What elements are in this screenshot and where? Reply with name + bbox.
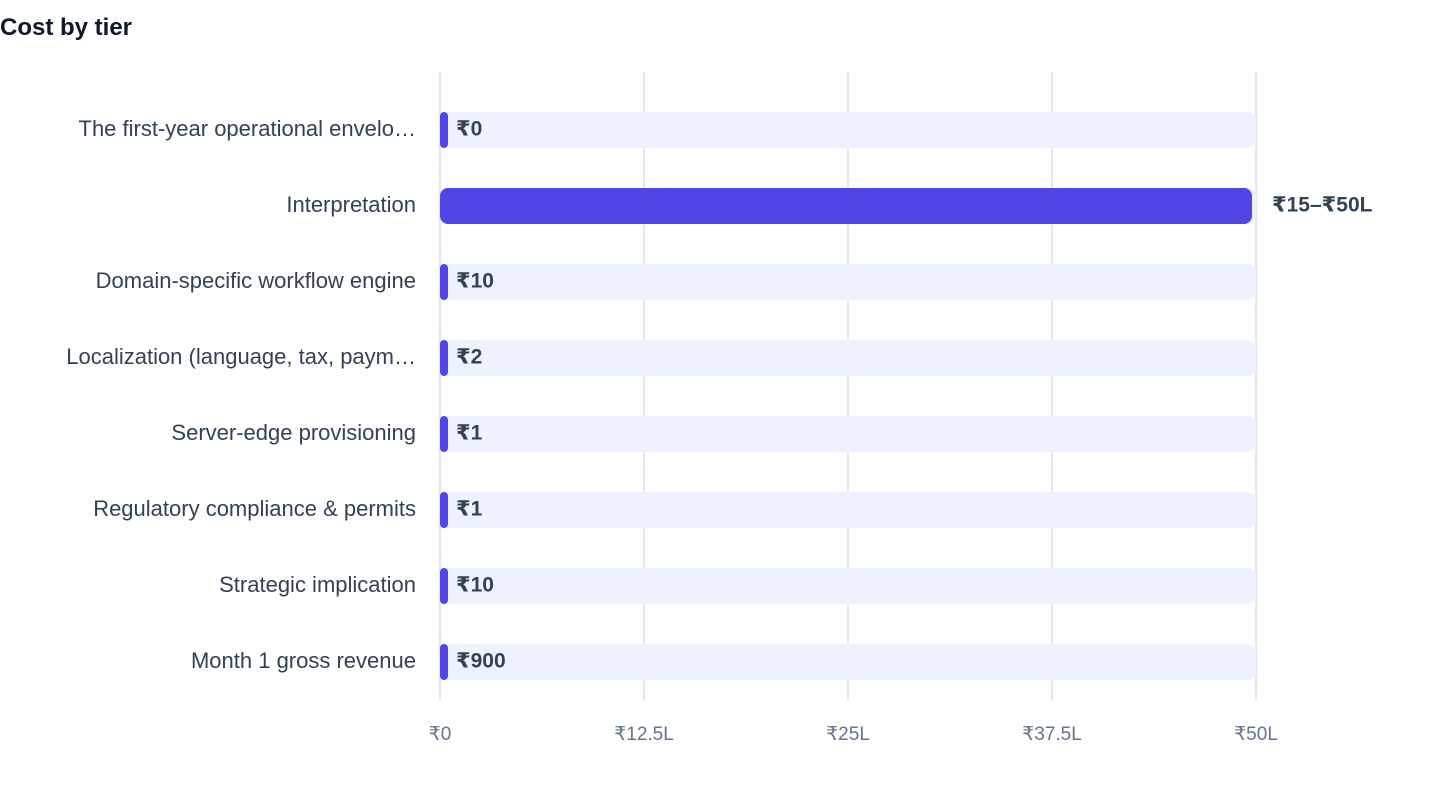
data-label: ₹15–₹50L bbox=[1272, 194, 1373, 217]
x-tick-label: ₹37.5L bbox=[1022, 724, 1082, 745]
category-label: Interpretation bbox=[286, 192, 416, 217]
x-tick-label: ₹25L bbox=[826, 724, 870, 745]
bar[interactable] bbox=[440, 416, 448, 452]
data-label: ₹10 bbox=[456, 270, 494, 293]
bar-track bbox=[440, 568, 1256, 604]
bar-layer bbox=[440, 112, 1252, 680]
category-label: Strategic implication bbox=[219, 572, 416, 597]
bar-track bbox=[440, 112, 1256, 148]
label-layer: The first-year operational envelo… ₹0 Inte… bbox=[66, 116, 1372, 673]
data-label: ₹1 bbox=[456, 422, 483, 445]
category-label: Localization (language, tax, paym… bbox=[66, 344, 416, 369]
data-label: ₹10 bbox=[456, 574, 494, 597]
data-label: ₹2 bbox=[456, 346, 482, 369]
bar[interactable] bbox=[440, 188, 1252, 224]
bar-track bbox=[440, 644, 1256, 680]
bar[interactable] bbox=[440, 340, 448, 376]
x-tick-label: ₹12.5L bbox=[614, 724, 674, 745]
bar[interactable] bbox=[440, 112, 448, 148]
tick-layer: ₹0 ₹12.5L ₹25L ₹37.5L ₹50L bbox=[429, 724, 1278, 745]
category-label: Regulatory compliance & permits bbox=[93, 496, 416, 521]
chart-title: Cost by tier bbox=[0, 14, 133, 41]
category-label: The first-year operational envelo… bbox=[79, 116, 417, 141]
bar[interactable] bbox=[440, 568, 448, 604]
bar-track bbox=[440, 340, 1256, 376]
bar-track bbox=[440, 416, 1256, 452]
category-label: Server-edge provisioning bbox=[171, 420, 416, 445]
bar[interactable] bbox=[440, 644, 448, 680]
grid-layer bbox=[439, 72, 1257, 700]
bar[interactable] bbox=[440, 492, 448, 528]
data-label: ₹900 bbox=[456, 650, 506, 673]
x-tick-label: ₹0 bbox=[429, 724, 452, 745]
category-label: Month 1 gross revenue bbox=[191, 648, 416, 673]
data-label: ₹0 bbox=[456, 118, 482, 141]
bar-track bbox=[440, 492, 1256, 528]
category-label: Domain-specific workflow engine bbox=[96, 268, 416, 293]
data-label: ₹1 bbox=[456, 498, 483, 521]
bar[interactable] bbox=[440, 264, 448, 300]
x-tick-label: ₹50L bbox=[1234, 724, 1278, 745]
bar-track bbox=[440, 264, 1256, 300]
